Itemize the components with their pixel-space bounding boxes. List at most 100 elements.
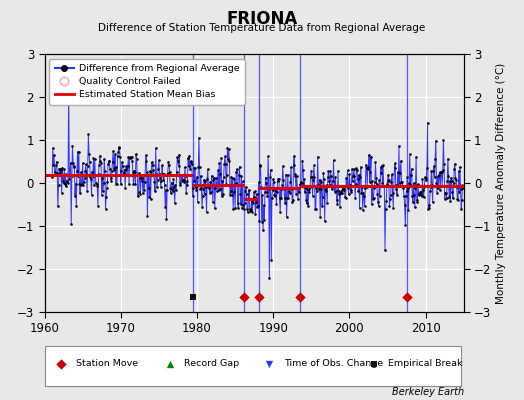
Point: [402, 188, 411, 194]
Point: [91, 156, 99, 163]
Point: [260, 216, 268, 223]
Point: [85, 151, 93, 157]
Point: [254, 203, 262, 210]
Point: [117, 168, 126, 174]
Point: [370, 179, 379, 186]
Point: [211, 205, 219, 211]
Point: [97, 160, 105, 166]
Point: [89, 155, 97, 162]
Point: [68, 143, 77, 149]
Point: [254, 179, 263, 186]
Point: [333, 200, 342, 207]
Point: [411, 185, 420, 191]
Point: [399, 185, 408, 192]
Point: [146, 196, 155, 202]
Point: [158, 170, 167, 177]
Point: [150, 178, 159, 185]
Point: [336, 204, 344, 211]
Point: [358, 184, 366, 190]
Point: [421, 174, 429, 180]
Point: [258, 218, 266, 225]
Point: [199, 193, 207, 199]
Point: [351, 173, 359, 180]
Point: [294, 184, 303, 191]
Point: [301, 185, 310, 191]
Point: [283, 171, 292, 178]
Point: [100, 180, 108, 186]
Point: [119, 171, 127, 178]
Point: [83, 188, 91, 194]
Point: [242, 191, 250, 197]
Point: [458, 182, 467, 189]
Point: [272, 200, 280, 207]
Point: [102, 194, 111, 200]
Point: [155, 157, 163, 163]
Point: [185, 153, 193, 159]
Point: [118, 159, 126, 166]
Point: [196, 173, 205, 179]
Point: [235, 172, 243, 178]
Point: [72, 203, 81, 209]
Point: [331, 174, 340, 180]
Point: [416, 189, 424, 196]
FancyBboxPatch shape: [45, 346, 461, 386]
Point: [99, 188, 107, 194]
Point: [298, 180, 306, 187]
Point: [115, 144, 123, 151]
Point: [440, 161, 448, 167]
Point: [73, 148, 82, 155]
Point: [270, 178, 278, 185]
Point: [333, 197, 341, 203]
Point: [145, 194, 154, 200]
Point: [230, 175, 238, 182]
Point: [323, 200, 331, 206]
Text: Time of Obs. Change: Time of Obs. Change: [284, 360, 383, 368]
Point: [444, 173, 453, 179]
Point: [282, 171, 290, 178]
Point: [67, 160, 75, 166]
Point: [406, 181, 414, 187]
Point: [379, 162, 387, 168]
Point: [166, 361, 174, 367]
Point: [384, 178, 392, 184]
Point: [434, 184, 443, 191]
Point: [160, 171, 168, 177]
Point: [313, 154, 322, 160]
Point: [324, 174, 332, 180]
Point: [50, 169, 59, 176]
Point: [387, 179, 396, 186]
Point: [367, 154, 375, 160]
Point: [390, 165, 399, 171]
Point: [197, 185, 205, 192]
Point: [402, 193, 410, 199]
Point: [253, 204, 261, 210]
Point: [277, 186, 285, 192]
Point: [166, 169, 174, 175]
Point: [308, 174, 316, 180]
Point: [247, 198, 256, 204]
Point: [412, 197, 421, 203]
Point: [396, 170, 405, 176]
Point: [126, 154, 135, 160]
Point: [133, 156, 141, 162]
Point: [63, 178, 72, 185]
Point: [329, 178, 337, 184]
Point: [123, 172, 132, 178]
Point: [57, 167, 66, 173]
Point: [409, 180, 418, 186]
Point: [427, 184, 435, 190]
Point: [66, 171, 74, 178]
Point: [155, 171, 163, 178]
Point: [162, 216, 171, 222]
Point: [346, 182, 354, 188]
Point: [213, 188, 222, 195]
Point: [56, 166, 64, 172]
Point: [315, 186, 323, 192]
Point: [362, 162, 370, 168]
Point: [337, 187, 346, 194]
Point: [137, 174, 146, 181]
Point: [361, 185, 369, 191]
Point: [74, 173, 82, 180]
Point: [89, 173, 97, 180]
Point: [267, 257, 276, 264]
